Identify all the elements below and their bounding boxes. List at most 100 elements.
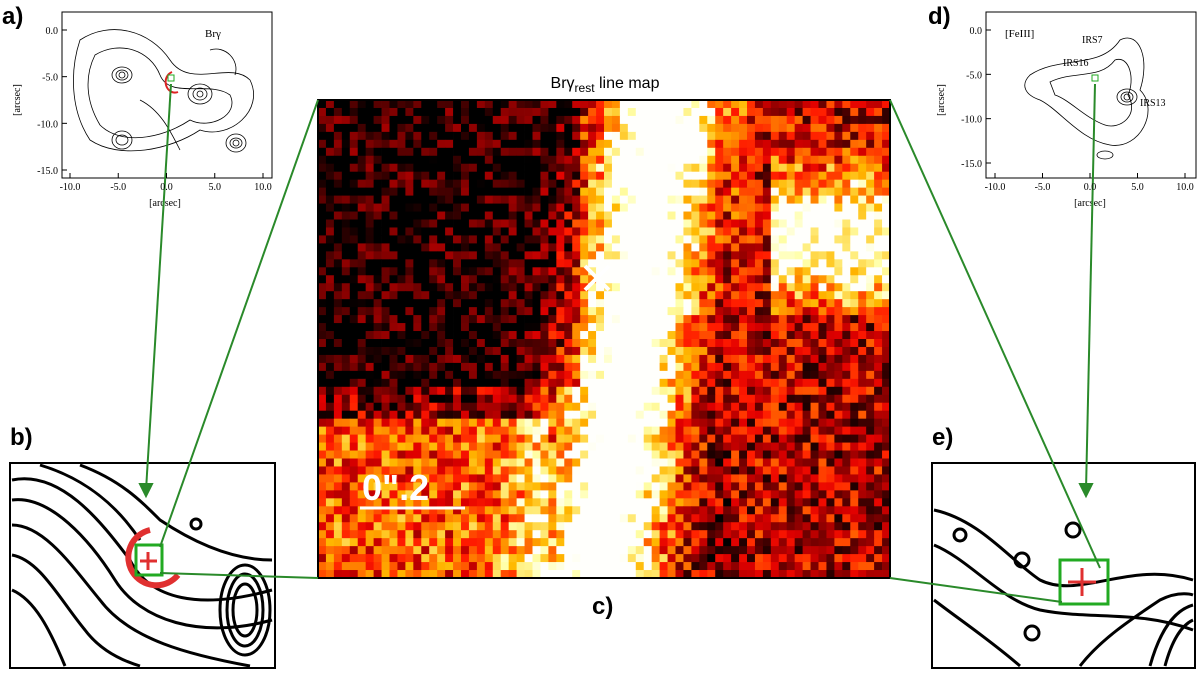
heat-cell <box>770 291 780 300</box>
heat-cell <box>381 506 390 515</box>
heat-cell <box>572 482 581 491</box>
heat-cell <box>858 195 867 204</box>
heat-cell <box>405 426 414 435</box>
heat-cell <box>667 291 676 300</box>
heat-cell <box>802 474 811 483</box>
heat-cell <box>675 402 684 412</box>
heat-cell <box>413 147 422 157</box>
heat-cell <box>318 259 327 268</box>
heat-cell <box>866 131 875 141</box>
heat-cell <box>810 522 819 531</box>
heat-cell <box>778 546 788 555</box>
heat-cell <box>723 538 732 547</box>
heat-cell <box>691 562 700 571</box>
heat-cell <box>786 426 796 435</box>
heat-cell <box>754 259 764 268</box>
heat-cell <box>858 450 867 459</box>
heat-cell <box>604 155 613 165</box>
heat-cell <box>778 490 788 499</box>
heat-cell <box>556 323 565 332</box>
heat-cell <box>365 267 375 276</box>
heat-cell <box>866 299 875 308</box>
x-tick-label: 5.0 <box>209 182 222 193</box>
heat-cell <box>556 346 565 356</box>
heat-cell <box>858 410 867 420</box>
heat-cell <box>532 522 541 531</box>
heat-cell <box>723 418 732 428</box>
heat-cell <box>445 299 454 308</box>
heat-cell <box>715 259 724 268</box>
heat-cell <box>810 115 819 125</box>
heat-cell <box>365 362 375 372</box>
heat-cell <box>596 251 605 260</box>
heat-cell <box>437 323 446 332</box>
heat-cell <box>691 346 700 356</box>
heat-cell <box>492 498 502 507</box>
heat-cell <box>874 179 883 189</box>
heat-cell <box>810 498 819 507</box>
heat-cell <box>794 139 804 149</box>
heat-cell <box>325 394 335 404</box>
heat-cell <box>596 514 605 523</box>
heat-cell <box>866 275 875 284</box>
heat-cell <box>341 378 351 388</box>
heat-cell <box>556 211 565 220</box>
heat-cell <box>484 179 494 189</box>
heat-cell <box>333 147 343 157</box>
heat-cell <box>826 339 835 348</box>
heat-cell <box>588 211 597 220</box>
heat-cell <box>389 378 398 388</box>
heat-cell <box>723 450 732 459</box>
heat-cell <box>762 331 772 340</box>
heat-cell <box>357 323 367 332</box>
heat-cell <box>405 179 414 189</box>
heat-cell <box>731 147 740 157</box>
heat-cell <box>842 123 851 133</box>
heat-cell <box>754 155 764 165</box>
heat-cell <box>858 275 867 284</box>
heat-cell <box>747 179 756 189</box>
heat-cell <box>341 474 351 483</box>
heat-cell <box>818 458 827 467</box>
heat-cell <box>739 115 748 125</box>
heat-cell <box>770 259 780 268</box>
y-tick-label: 0.0 <box>970 26 983 37</box>
heat-cell <box>492 514 502 523</box>
heat-cell <box>604 362 613 372</box>
heat-cell <box>667 538 676 547</box>
heat-cell <box>619 562 629 571</box>
heat-cell <box>524 307 533 316</box>
heat-cell <box>318 402 327 412</box>
heat-cell <box>572 275 581 284</box>
heat-cell <box>564 450 573 459</box>
heat-cell <box>866 570 875 579</box>
heat-cell <box>786 131 796 141</box>
heat-cell <box>635 386 645 396</box>
heat-cell <box>643 267 653 276</box>
heat-cell <box>635 402 645 412</box>
heat-cell <box>572 171 581 181</box>
heat-cell <box>667 370 676 380</box>
heat-cell <box>810 474 819 483</box>
heat-cell <box>770 171 780 181</box>
heat-cell <box>802 259 811 268</box>
heat-cell <box>882 259 891 268</box>
heat-cell <box>516 514 525 523</box>
heat-cell <box>818 474 827 483</box>
heat-cell <box>405 370 414 380</box>
heat-cell <box>762 211 772 220</box>
heat-cell <box>421 386 430 396</box>
heat-cell <box>580 211 589 220</box>
heat-cell <box>524 442 533 451</box>
heat-cell <box>627 323 637 332</box>
heat-cell <box>333 291 343 300</box>
heat-cell <box>747 378 756 388</box>
heat-cell <box>675 219 684 228</box>
heat-cell <box>762 155 772 165</box>
heat-cell <box>564 498 573 507</box>
heat-cell <box>572 370 581 380</box>
heat-cell <box>619 482 629 491</box>
heat-cell <box>325 354 335 364</box>
heat-cell <box>794 482 804 491</box>
